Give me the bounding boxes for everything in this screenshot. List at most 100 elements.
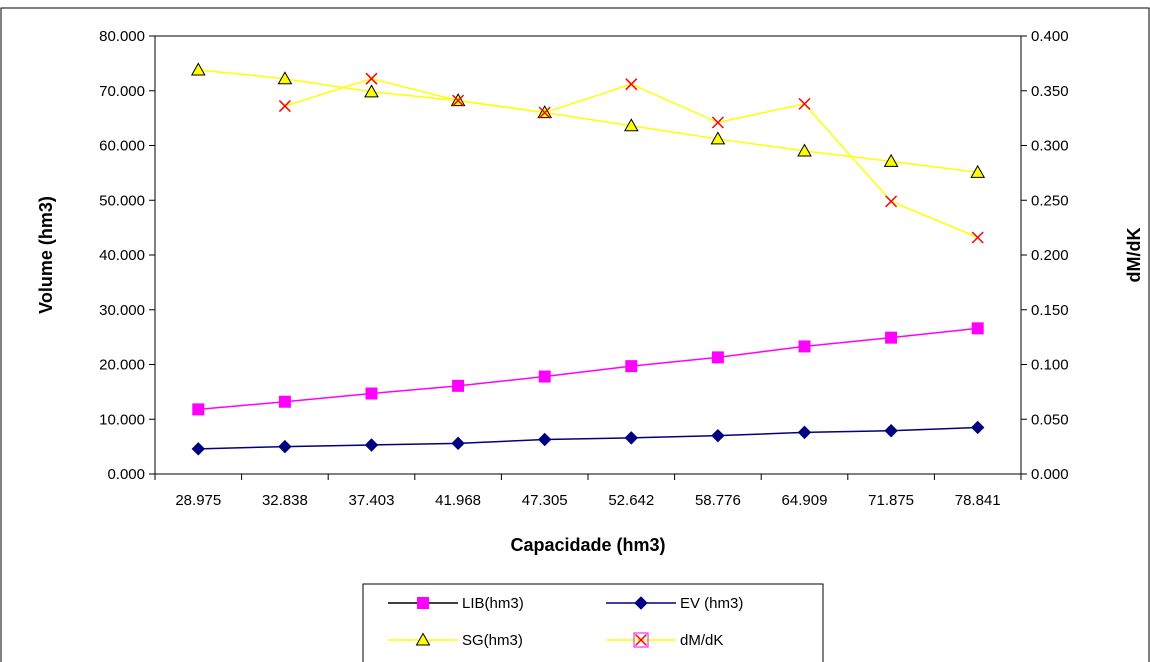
legend-label: EV (hm3) xyxy=(680,595,743,612)
legend: LIB(hm3) EV (hm3) SG(hm3) dM/dK xyxy=(362,583,824,662)
data-point xyxy=(971,322,984,335)
data-point xyxy=(365,72,378,85)
y-tick-label: 0.000 xyxy=(107,466,145,483)
y-tick-label: 30.000 xyxy=(99,302,145,319)
y2-tick-label: 0.350 xyxy=(1031,83,1069,100)
data-point xyxy=(452,94,465,107)
y2-tick-label: 0.000 xyxy=(1031,466,1069,483)
data-point xyxy=(278,395,291,408)
legend-marker xyxy=(634,633,648,647)
data-point xyxy=(623,118,639,132)
data-point xyxy=(971,231,984,244)
y2-tick-label: 0.100 xyxy=(1031,357,1069,374)
data-point xyxy=(885,331,898,344)
y2-tick-label: 0.400 xyxy=(1031,28,1069,45)
legend-marker-frame xyxy=(633,632,649,648)
x-stroke xyxy=(365,72,378,85)
y2-tick-label: 0.250 xyxy=(1031,192,1069,209)
data-point xyxy=(364,438,379,452)
x-tick-label: 52.642 xyxy=(608,492,654,509)
legend-label: dM/dK xyxy=(680,632,723,649)
x-stroke xyxy=(971,231,984,244)
series-line-2 xyxy=(198,69,978,174)
data-point xyxy=(970,164,986,178)
data-point xyxy=(624,431,639,445)
x-stroke xyxy=(278,100,291,113)
y-tick-label: 80.000 xyxy=(99,28,145,45)
data-point xyxy=(797,143,812,157)
x-stroke xyxy=(625,78,638,91)
legend-marker xyxy=(417,597,429,609)
legend-entry: dM/dK xyxy=(606,632,723,649)
x-stroke xyxy=(711,116,724,129)
y2-tick-label: 0.050 xyxy=(1031,411,1069,428)
data-point xyxy=(710,131,726,145)
data-point xyxy=(277,71,293,85)
data-point xyxy=(278,439,292,454)
legend-entry: SG(hm3) xyxy=(388,632,523,649)
y2-tick-label: 0.200 xyxy=(1031,247,1069,264)
x-tick-label: 58.776 xyxy=(695,492,741,509)
x-tick-label: 47.305 xyxy=(522,492,568,509)
y2-axis-title: dM/dK xyxy=(1124,228,1144,283)
x-stroke xyxy=(885,195,898,208)
legend-entry: EV (hm3) xyxy=(606,595,743,612)
data-point xyxy=(192,403,205,416)
y-tick-label: 40.000 xyxy=(99,247,145,264)
x-tick-label: 41.968 xyxy=(435,492,481,509)
x-stroke xyxy=(452,94,465,107)
data-point xyxy=(190,62,206,76)
legend-label: LIB(hm3) xyxy=(462,595,524,612)
plot-area xyxy=(154,35,1022,475)
y-axis-title: Volume (hm3) xyxy=(36,196,56,314)
data-point xyxy=(191,442,206,456)
y-tick-label: 70.000 xyxy=(99,83,145,100)
data-point xyxy=(364,84,379,98)
legend-marker xyxy=(415,632,431,646)
x-tick-label: 37.403 xyxy=(349,492,395,509)
x-stroke xyxy=(798,97,811,110)
data-point xyxy=(451,436,465,451)
data-point xyxy=(625,78,638,91)
data-point xyxy=(797,425,812,440)
data-point xyxy=(538,106,551,119)
data-point xyxy=(885,195,898,208)
series-line-0 xyxy=(198,327,978,411)
y-tick-label: 60.000 xyxy=(99,138,145,155)
x-tick-label: 78.841 xyxy=(955,492,1001,509)
data-point xyxy=(452,379,465,392)
x-tick-label: 64.909 xyxy=(782,492,828,509)
data-point xyxy=(711,351,724,364)
data-point xyxy=(278,100,291,113)
x-tick-label: 28.975 xyxy=(175,492,221,509)
data-point xyxy=(538,370,551,383)
y2-tick-label: 0.300 xyxy=(1031,138,1069,155)
legend-marker xyxy=(634,596,648,610)
x-tick-label: 71.875 xyxy=(868,492,914,509)
data-point xyxy=(883,153,899,167)
x-tick-label: 32.838 xyxy=(262,492,308,509)
data-point xyxy=(537,432,552,447)
data-point xyxy=(798,340,811,353)
data-point xyxy=(884,424,898,438)
y2-tick-label: 0.150 xyxy=(1031,302,1069,319)
data-point xyxy=(970,420,985,435)
y-tick-label: 10.000 xyxy=(99,411,145,428)
legend-label: SG(hm3) xyxy=(462,632,523,649)
data-point xyxy=(711,116,724,129)
legend-box xyxy=(362,583,824,662)
series-markers xyxy=(190,62,986,456)
x-stroke xyxy=(538,106,551,119)
data-point xyxy=(711,428,725,443)
axes: 0.000 10.000 20.000 30.000 40.000 50.000 60.00… xyxy=(99,28,1068,509)
data-point xyxy=(625,360,638,373)
y-tick-label: 20.000 xyxy=(99,357,145,374)
y-tick-label: 50.000 xyxy=(99,192,145,209)
x-stroke xyxy=(634,633,648,647)
data-point xyxy=(798,97,811,110)
legend-entry: LIB(hm3) xyxy=(388,595,524,612)
x-axis-title: Capacidade (hm3) xyxy=(510,535,665,555)
series-line-1 xyxy=(198,426,978,450)
data-point xyxy=(365,387,378,400)
